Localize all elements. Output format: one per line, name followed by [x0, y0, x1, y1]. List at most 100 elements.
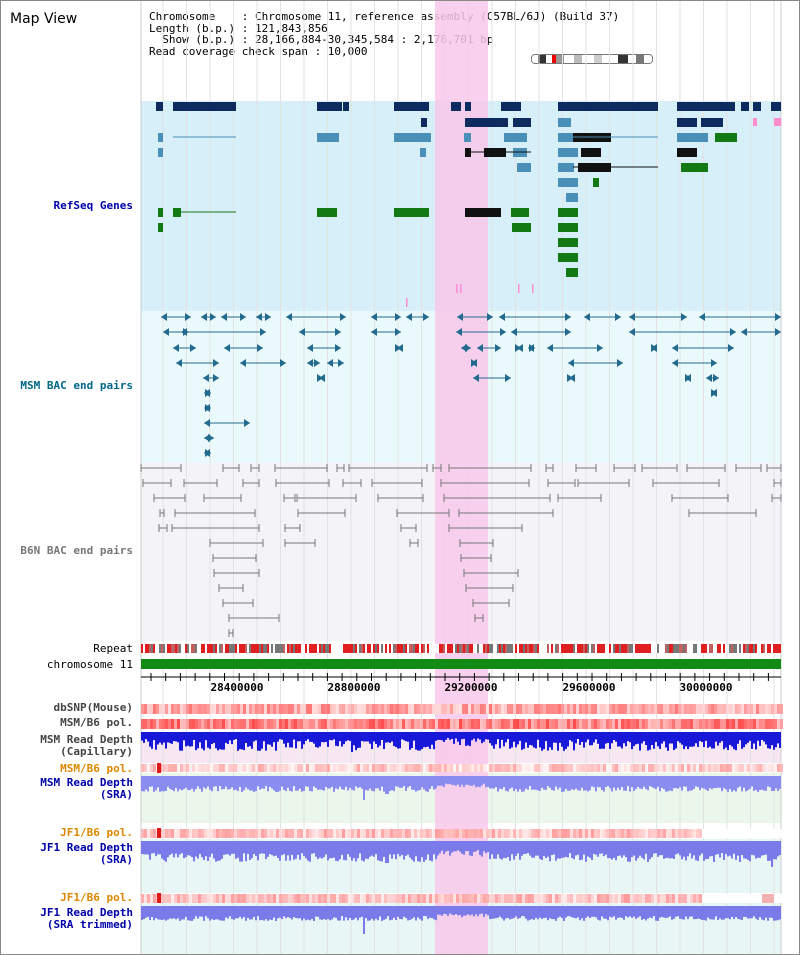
dbsnp-density — [228, 704, 231, 714]
jf1-read-depth-sra-bar — [405, 841, 407, 856]
jf1-read-depth-sra-bar — [745, 841, 747, 859]
chromosome-ideogram[interactable] — [531, 54, 653, 64]
msm-b6-pol-density — [147, 719, 150, 729]
jf1-read-depth-sra-bar — [221, 841, 223, 859]
msm-read-depth-cap-bar — [483, 732, 485, 742]
jf1-read-depth-sra-bar — [641, 841, 643, 858]
repeat-element — [255, 644, 257, 653]
jf1-read-depth-trim-bar — [751, 906, 753, 919]
msm-b6-pol-density — [630, 719, 633, 729]
msm-read-depth-sra-bar — [555, 776, 557, 787]
msm-read-depth-sra-bar — [777, 776, 779, 792]
track-label-jf1-b6-pol[interactable]: JF1/B6 pol. — [60, 826, 133, 839]
track-label-msm-b6-pol-2[interactable]: MSM/B6 pol. — [60, 762, 133, 775]
jf1-b6-pol-density — [657, 829, 660, 838]
jf1-b6-pol-density — [228, 829, 231, 838]
track-label-msm-bac[interactable]: MSM BAC end pairs — [20, 379, 133, 392]
track-label-jf1-read-depth-sra[interactable]: JF1 Read Depth (SRA) — [40, 841, 133, 866]
jf1-b6-pol-2-density — [174, 894, 177, 903]
repeat-element — [719, 644, 721, 653]
jf1-b6-pol-2-density — [201, 894, 204, 903]
track-label-msm-read-depth-sra[interactable]: MSM Read Depth (SRA) — [40, 776, 133, 801]
jf1-read-depth-sra-bar — [463, 841, 465, 855]
dbsnp-density — [294, 704, 297, 714]
jf1-b6-pol-density — [639, 829, 642, 838]
msm-read-depth-cap-bar — [645, 732, 647, 746]
gene-exon — [715, 133, 737, 142]
msm-read-depth-cap-bar — [679, 732, 681, 743]
dbsnp-density — [216, 704, 219, 714]
track-label-jf1-b6-pol-2[interactable]: JF1/B6 pol. — [60, 891, 133, 904]
msm-read-depth-cap-bar — [739, 732, 741, 741]
repeat-element — [447, 644, 449, 653]
jf1-b6-pol-2-density — [366, 894, 369, 903]
jf1-b6-pol-density — [600, 829, 603, 838]
jf1-b6-pol-2-density — [648, 894, 651, 903]
dbsnp-density — [312, 704, 315, 714]
jf1-read-depth-sra-bar — [513, 841, 515, 860]
jf1-read-depth-sra-bar — [625, 841, 627, 858]
msm-read-depth-sra-bar — [215, 776, 217, 787]
dbsnp-density — [492, 704, 495, 714]
repeat-element — [333, 644, 335, 653]
jf1-read-depth-sra-bar — [681, 841, 683, 860]
jf1-read-depth-sra-bar — [399, 841, 401, 857]
msm-b6-pol-2-density — [624, 764, 627, 772]
jf1-read-depth-trim-bar — [477, 906, 479, 917]
repeat-element — [395, 644, 397, 653]
msm-read-depth-cap-bar — [495, 732, 497, 745]
repeat-element — [691, 644, 693, 653]
jf1-b6-pol-density — [315, 829, 318, 838]
msm-read-depth-cap-bar — [393, 732, 395, 747]
jf1-b6-pol-density — [537, 829, 540, 838]
repeat-element — [469, 644, 471, 653]
jf1-read-depth-trim-bar — [715, 906, 717, 917]
jf1-b6-pol-2-density — [741, 894, 744, 903]
jf1-read-depth-sra-bar — [241, 841, 243, 862]
repeat-element — [689, 644, 691, 653]
track-label-jf1-read-depth-trim[interactable]: JF1 Read Depth (SRA trimmed) — [40, 906, 133, 931]
jf1-read-depth-trim-bar — [755, 906, 757, 919]
msm-read-depth-sra-bar — [759, 776, 761, 790]
msm-read-depth-cap-bar — [525, 732, 527, 743]
repeat-element — [183, 644, 185, 653]
msm-b6-pol-density — [315, 719, 318, 729]
msm-read-depth-cap-bar — [205, 732, 207, 741]
msm-read-depth-cap-bar — [443, 732, 445, 742]
msm-read-depth-cap-bar — [415, 732, 417, 750]
jf1-read-depth-sra-bar — [391, 841, 393, 859]
msm-b6-pol-density — [534, 719, 537, 729]
track-label-refseq[interactable]: RefSeq Genes — [53, 199, 133, 212]
jf1-b6-pol-2-density — [216, 894, 219, 903]
gene-exon — [394, 208, 429, 217]
msm-b6-pol-2-density — [183, 764, 186, 772]
msm-read-depth-cap-bar — [437, 732, 439, 740]
jf1-read-depth-trim-bar — [479, 906, 481, 915]
repeat-element — [389, 644, 391, 653]
msm-read-depth-sra-bar — [469, 776, 471, 786]
jf1-read-depth-sra-bar — [233, 841, 235, 854]
msm-read-depth-cap-bar — [167, 732, 169, 743]
gene-exon — [158, 148, 163, 157]
jf1-read-depth-sra-bar — [611, 841, 613, 860]
msm-b6-pol-2-density — [291, 764, 294, 772]
repeat-element — [443, 644, 445, 653]
dbsnp-density — [579, 704, 582, 714]
jf1-read-depth-sra-bar — [565, 841, 567, 857]
bac-end-marker — [629, 328, 635, 336]
dbsnp-density — [633, 704, 636, 714]
jf1-b6-pol-density — [651, 829, 654, 838]
jf1-b6-pol-density — [570, 829, 573, 838]
track-label-dbsnp[interactable]: dbSNP(Mouse) — [53, 701, 133, 714]
track-label-msm-b6-pol[interactable]: MSM/B6 pol. — [60, 716, 133, 729]
track-label-b6n-bac[interactable]: B6N BAC end pairs — [20, 544, 133, 557]
jf1-b6-pol-density — [294, 829, 297, 838]
jf1-read-depth-trim-bar — [579, 906, 581, 921]
jf1-b6-pol-density — [282, 829, 285, 838]
msm-read-depth-sra-bar — [381, 776, 383, 787]
msm-read-depth-cap-bar — [699, 732, 701, 742]
msm-b6-pol-2-density — [276, 764, 279, 772]
track-label-msm-read-depth-capillary[interactable]: MSM Read Depth (Capillary) — [40, 733, 133, 758]
msm-read-depth-cap-bar — [721, 732, 723, 742]
